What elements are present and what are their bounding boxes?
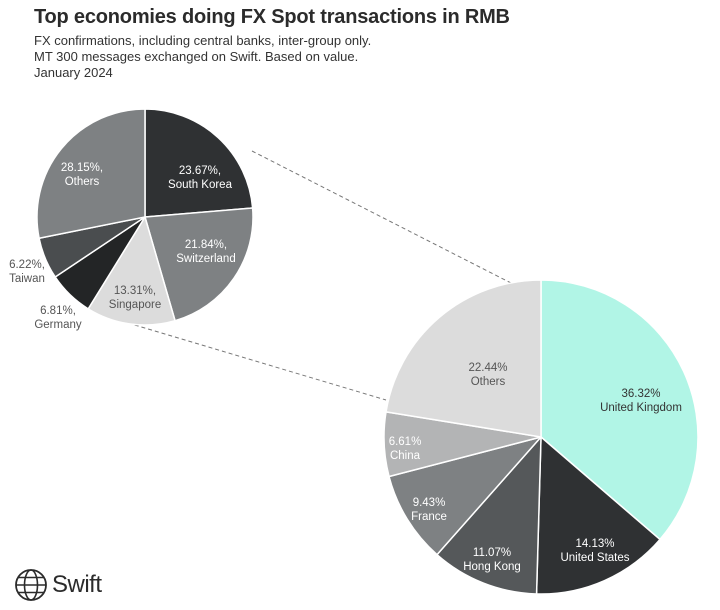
slice-value: 23.67%,: [179, 165, 221, 177]
slice-label-others-breakdown-others: 28.15%, Others: [61, 162, 103, 188]
brand-name: Swift: [52, 571, 102, 598]
slice-value: 21.84%,: [185, 239, 227, 251]
slice-label-others-breakdown-singapore: 13.31%, Singapore: [109, 285, 161, 311]
slice-value: 28.15%,: [61, 162, 103, 174]
pie-slice-main-hong-kong: [436, 436, 542, 595]
pie-slice-main-france: [388, 436, 542, 556]
slice-value: 13.31%,: [114, 285, 156, 297]
pie-slice-others-breakdown-singapore: [87, 216, 176, 326]
others-breakdown-pie: 23.67%, South Korea 21.84%, Switzerland 13.3…: [9, 108, 254, 331]
pie-slice-main-others: [385, 279, 542, 438]
pie-slice-main-united-states: [535, 436, 661, 595]
chart-subtitle-2: MT 300 messages exchanged on Swift. Base…: [34, 49, 359, 64]
slice-label-main-hong-kong: 11.07% Hong Kong: [463, 547, 521, 573]
slice-value: 6.81%,: [40, 305, 76, 317]
slice-label-others-breakdown-switzerland: 21.84%, Switzerland: [176, 239, 235, 265]
globe-icon: [15, 569, 47, 601]
pie-slice-main-united-kingdom: [540, 279, 699, 541]
swift-logo: Swift: [14, 568, 102, 602]
connector-line-top: [251, 150, 512, 284]
chart-title: Top economies doing FX Spot transactions…: [34, 6, 510, 28]
slice-label-main-united-states: 14.13% United States: [560, 538, 629, 564]
slice-value: 22.44%: [468, 362, 507, 374]
slice-label-main-others: 22.44% Others: [468, 362, 507, 388]
slice-value: 11.07%: [473, 547, 511, 559]
slice-category: Germany: [34, 319, 82, 331]
slice-label-others-breakdown-germany: 6.81%, Germany: [34, 305, 82, 331]
connector-line-bottom: [127, 322, 387, 401]
slice-value: 9.43%: [413, 497, 446, 509]
slice-category: China: [390, 450, 421, 462]
slice-category: France: [411, 511, 447, 523]
slice-category: United States: [560, 552, 629, 564]
pie-slice-others-breakdown-others: [36, 108, 146, 239]
slice-label-main-france: 9.43% France: [411, 497, 447, 523]
chart-subtitle-3: January 2024: [34, 65, 113, 80]
slice-category: Singapore: [109, 299, 161, 311]
slice-category: Others: [65, 176, 100, 188]
slice-label-others-breakdown-south-korea: 23.67%, South Korea: [168, 165, 233, 191]
slice-category: South Korea: [168, 179, 233, 191]
slice-category: Hong Kong: [463, 561, 521, 573]
pie-slice-others-breakdown-south-korea: [144, 108, 254, 218]
slice-category: Others: [471, 376, 506, 388]
slice-label-main-united-kingdom: 36.32% United Kingdom: [600, 388, 682, 414]
chart-subtitle-1: FX confirmations, including central bank…: [34, 33, 372, 48]
slice-value: 6.61%: [389, 436, 422, 448]
slice-value: 6.22%,: [9, 259, 45, 271]
slice-category: Switzerland: [176, 253, 235, 265]
slice-category: Taiwan: [9, 273, 45, 285]
slice-value: 36.32%: [621, 388, 660, 400]
slice-value: 14.13%: [575, 538, 614, 550]
chart-header: Top economies doing FX Spot transactions…: [34, 6, 510, 81]
slice-category: United Kingdom: [600, 402, 682, 414]
slice-label-main-china: 6.61% China: [389, 436, 422, 462]
slice-label-others-breakdown-taiwan: 6.22%, Taiwan: [9, 259, 45, 285]
pie-slice-others-breakdown-switzerland: [144, 207, 254, 322]
